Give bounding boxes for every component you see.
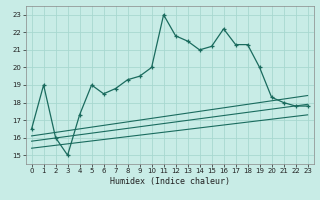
- X-axis label: Humidex (Indice chaleur): Humidex (Indice chaleur): [109, 177, 230, 186]
